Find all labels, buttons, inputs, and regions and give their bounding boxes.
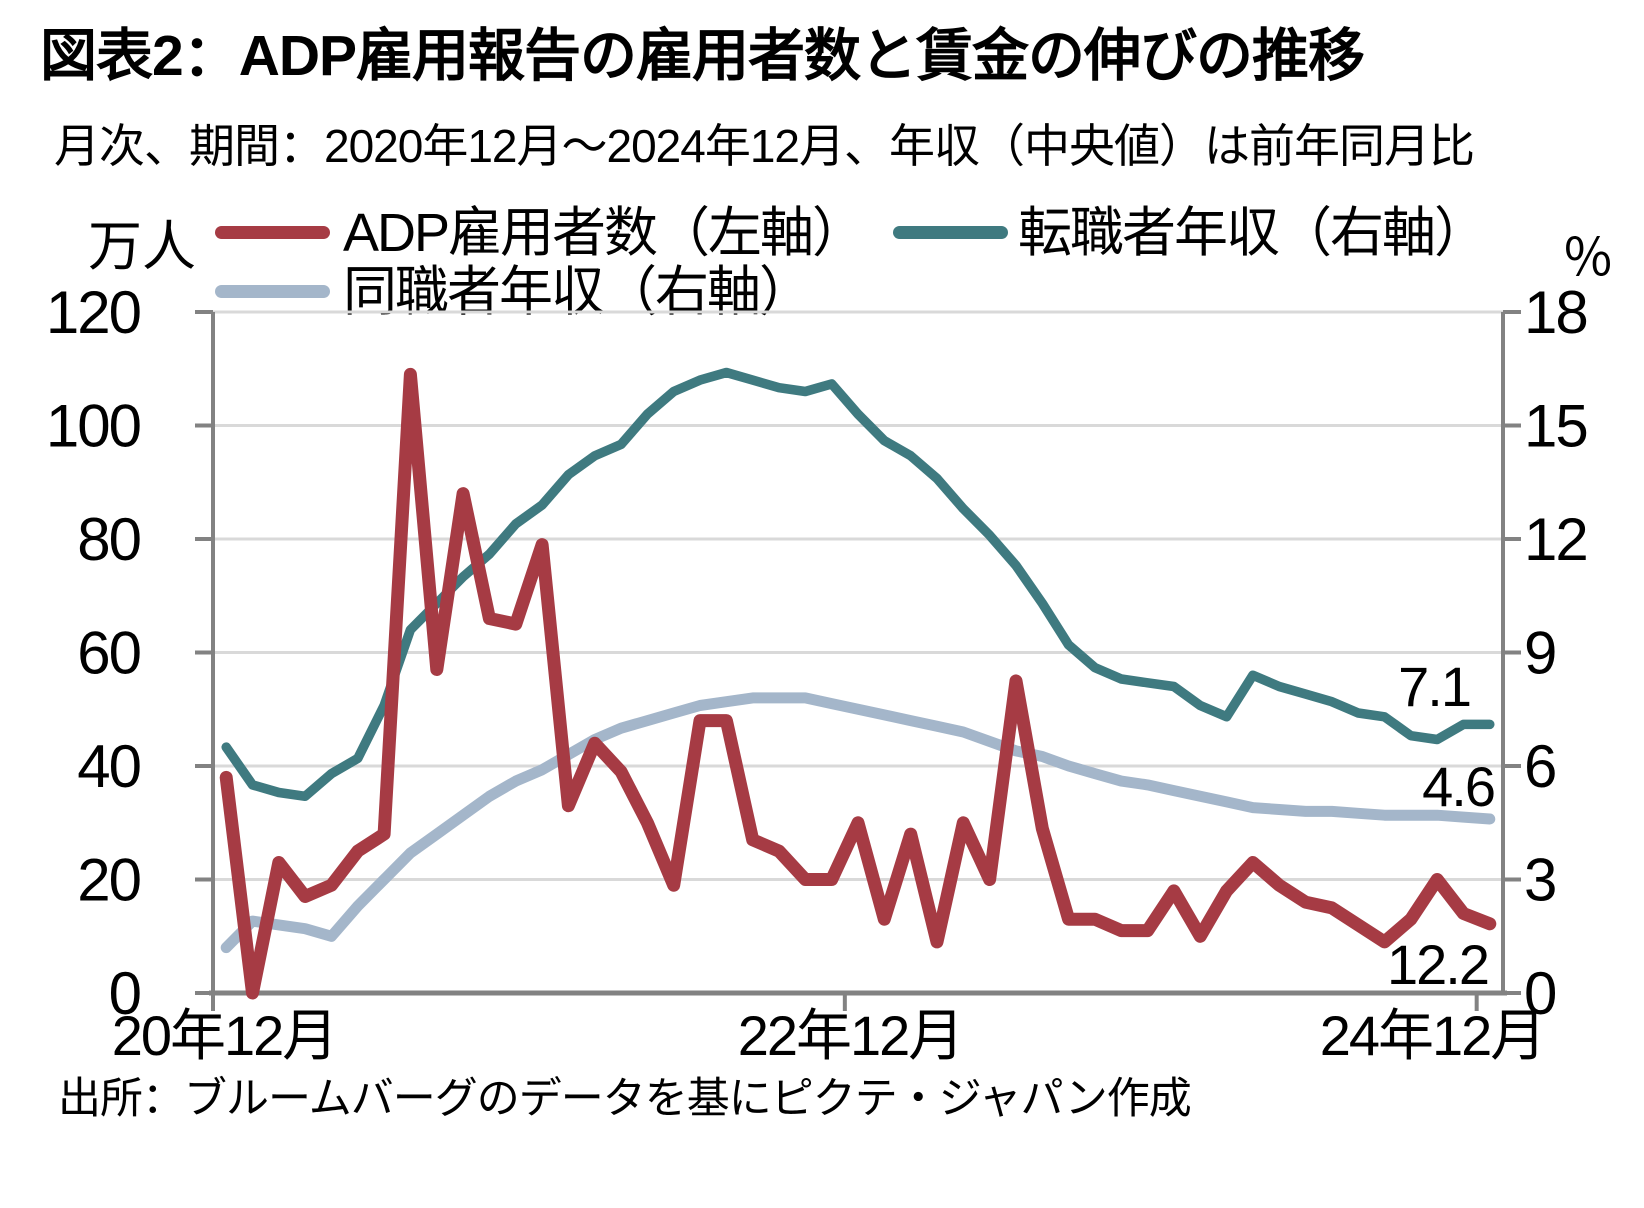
x-axis-label: 22年12月: [738, 1004, 963, 1067]
left-axis-tick-label: 20: [77, 847, 140, 914]
series-end-value-label: 7.1: [1398, 655, 1470, 718]
left-axis-tick-label: 40: [77, 733, 140, 800]
series-end-value-label: 12.2: [1387, 933, 1488, 996]
left-axis-tick-label: 100: [46, 393, 141, 460]
right-axis-unit-label: ％: [1562, 230, 1615, 288]
right-axis-tick-label: 0: [1524, 960, 1556, 1027]
right-axis-tick-label: 12: [1524, 506, 1587, 573]
legend-line-swatch-stayer: [215, 285, 330, 298]
legend-label-changer: 転職者年収（右軸）: [1018, 203, 1488, 263]
left-axis-tick-label: 80: [77, 506, 140, 573]
right-axis-tick-label: 6: [1524, 733, 1555, 800]
source-note: 出所：ブルームバーグのデータを基にピクテ・ジャパン作成: [58, 1075, 1192, 1123]
x-axis-label: 24年12月: [1320, 1004, 1545, 1067]
page-title: 図表2：ADP雇用報告の雇用者数と賃金の伸びの推移: [40, 24, 1365, 88]
x-axis-label: 20年12月: [112, 1004, 337, 1067]
series-line-2: [219, 367, 1497, 1000]
right-axis-tick-label: 3: [1524, 847, 1555, 914]
left-axis-tick-label: 120: [46, 279, 141, 346]
page-subtitle: 月次、期間：2020年12月～2024年12月、年収（中央値）は前年同月比: [54, 120, 1475, 172]
left-axis-tick-label: 60: [77, 620, 140, 687]
legend-label-adp: ADP雇用者数（左軸）: [343, 203, 866, 263]
right-axis-tick-label: 15: [1524, 393, 1587, 460]
left-axis-tick-label: 0: [109, 960, 141, 1027]
right-axis-tick-label: 9: [1524, 620, 1555, 687]
series-line-1: [220, 692, 1496, 954]
left-axis-unit-label: 万人: [88, 217, 196, 277]
right-axis-tick-label: 18: [1524, 279, 1587, 346]
legend-line-swatch-changer: [893, 226, 1008, 239]
series-end-value-label: 4.6: [1422, 755, 1494, 818]
legend-line-swatch-adp: [215, 226, 330, 239]
